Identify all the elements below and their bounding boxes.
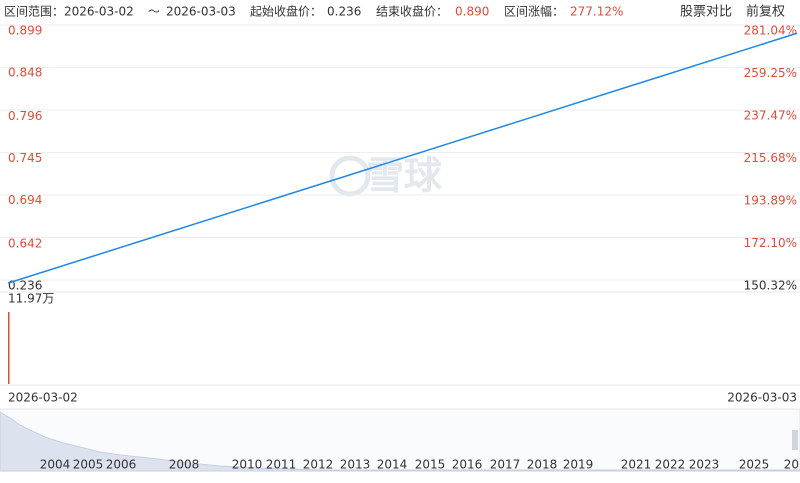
y2-tick-label: 193.89% [744,194,797,208]
navigator-year: 2022 [655,458,686,472]
navigator-year: 2026 [784,458,800,472]
volume-bar [8,312,10,384]
start-date: 2026-03-02 [64,5,134,19]
y-tick-label: 0.848 [8,66,42,80]
volume-label: 11.97万 [8,292,54,306]
navigator-year: 2005 [73,458,104,472]
navigator-year: 2008 [169,458,200,472]
y2-tick-label: 150.32% [744,279,797,293]
y-tick-label: 0.745 [8,151,42,165]
y2-tick-label: 237.47% [744,108,797,122]
navigator-year: 2019 [563,458,594,472]
start-price-label: 0.236 [8,279,42,293]
watermark-logo [329,155,371,197]
navigator-year: 2016 [452,458,483,472]
navigator-year: 2015 [415,458,446,472]
navigator-year: 2018 [527,458,558,472]
start-label: 起始收盘价： [250,4,322,19]
end-price: 0.890 [455,5,489,19]
navigator-year: 2011 [266,458,297,472]
y-tick-label: 0.899 [8,24,42,38]
navigator-handle[interactable] [792,430,798,450]
navigator-year: 2021 [621,458,652,472]
x-tick-label: 2026-03-02 [8,391,78,405]
compare-button[interactable]: 股票对比 [680,5,732,20]
navigator-year: 2006 [106,458,137,472]
y2-tick-label: 172.10% [744,236,797,250]
range-label: 区间范围： [4,5,64,19]
header: 区间范围： 2026-03-02 ～ 2026-03-03 起始收盘价： 0.2… [4,4,785,20]
watermark: 雪球 [366,154,443,198]
y2-tick-label: 259.25% [744,66,797,80]
y-tick-label: 0.796 [8,109,42,123]
navigator-year: 2010 [232,458,263,472]
y-tick-label: 0.642 [8,236,42,250]
end-label: 结束收盘价： [376,4,448,19]
navigator-year: 2012 [303,458,334,472]
end-date: 2026-03-03 [166,5,236,19]
separator: ～ [148,5,160,19]
change: 277.12% [570,5,623,19]
start-price: 0.236 [327,5,361,19]
navigator-year: 2017 [490,458,521,472]
y-tick-label: 0.694 [8,193,42,207]
y2-tick-label: 281.04% [744,24,797,38]
navigator-area [0,411,800,472]
price-line [7,32,798,284]
change-label: 区间涨幅： [504,4,564,19]
navigator-year: 2004 [40,458,71,472]
x-tick-label: 2026-03-03 [727,391,797,405]
navigator[interactable] [0,408,800,472]
navigator-year: 2013 [340,458,371,472]
navigator-year: 2023 [689,458,720,472]
navigator-year: 2014 [377,458,408,472]
y2-tick-label: 215.68% [744,151,797,165]
adjust-button[interactable]: 前复权 [746,4,785,20]
navigator-year: 2025 [739,458,770,472]
